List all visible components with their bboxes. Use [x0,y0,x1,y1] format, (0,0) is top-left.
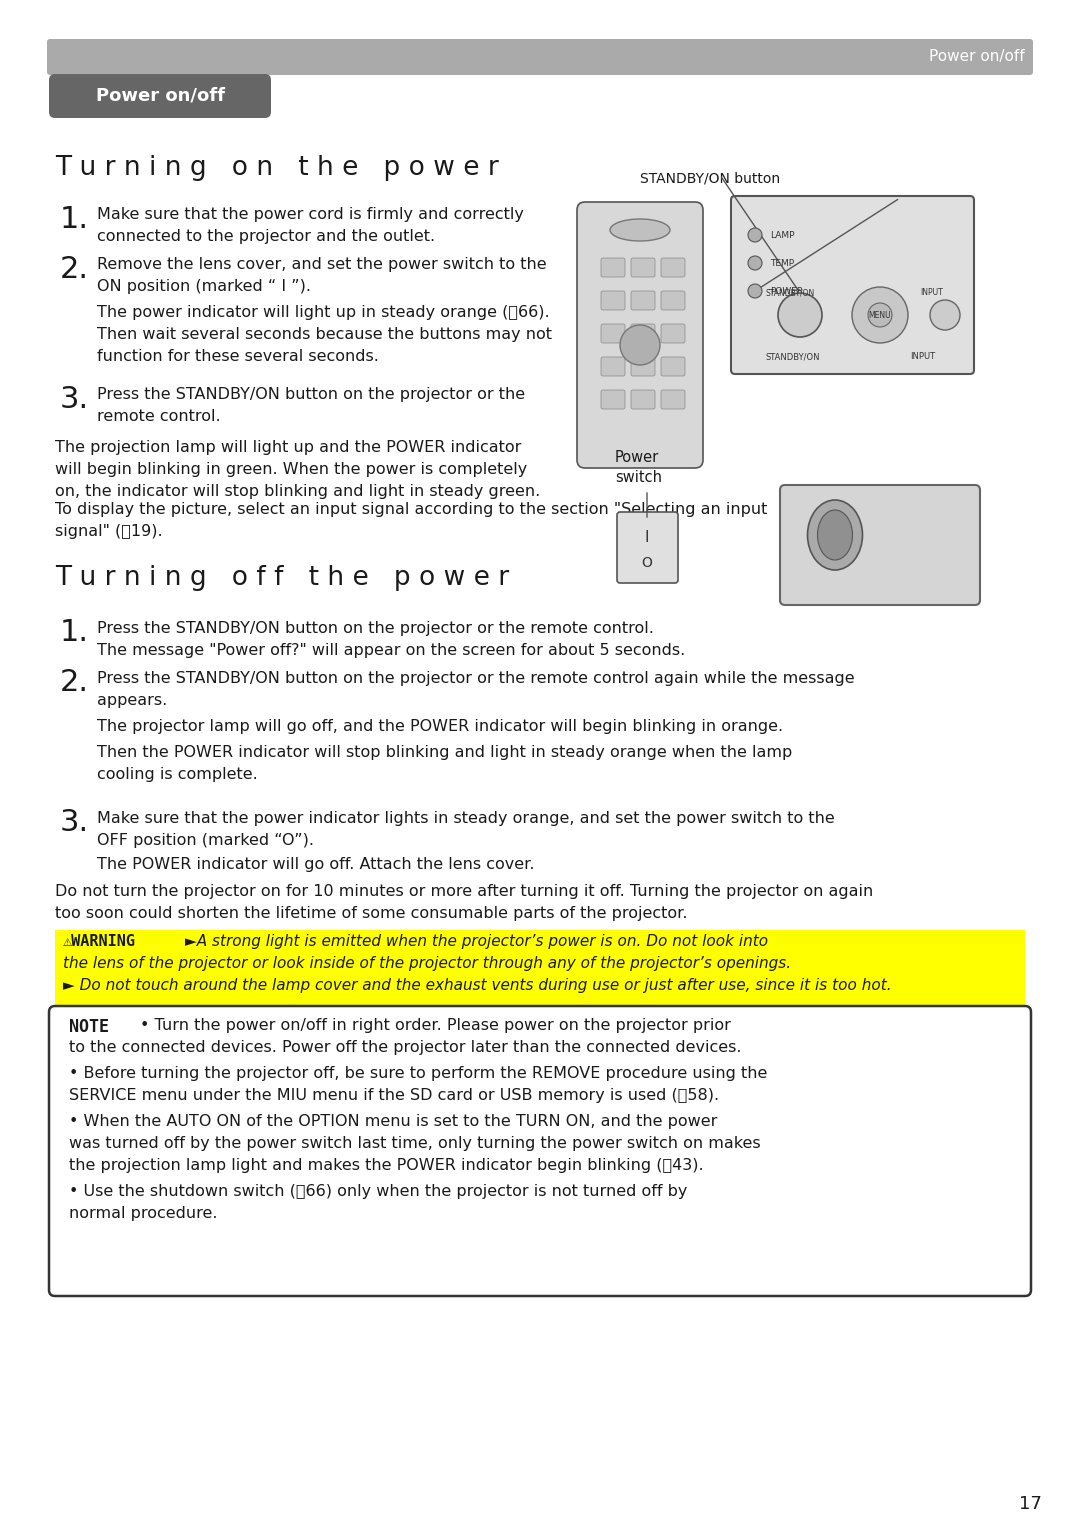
Text: LAMP: LAMP [770,230,795,239]
FancyBboxPatch shape [577,202,703,467]
Circle shape [852,286,908,343]
Text: SERVICE menu under the MIU menu if the SD card or USB memory is used (📖︎58).: SERVICE menu under the MIU menu if the S… [69,1088,719,1103]
Circle shape [930,300,960,329]
Text: to the connected devices. Power off the projector later than the connected devic: to the connected devices. Power off the … [69,1040,742,1056]
Text: was turned off by the power switch last time, only turning the power switch on m: was turned off by the power switch last … [69,1137,760,1151]
FancyBboxPatch shape [600,323,625,343]
Text: switch: switch [615,470,662,486]
Text: cooling is complete.: cooling is complete. [97,768,258,781]
FancyBboxPatch shape [631,357,654,375]
Text: function for these several seconds.: function for these several seconds. [97,349,379,365]
Text: ►A strong light is emitted when the projector’s power is on. Do not look into: ►A strong light is emitted when the proj… [185,935,768,948]
Text: • When the AUTO ON of the OPTION menu is set to the TURN ON, and the power: • When the AUTO ON of the OPTION menu is… [69,1114,717,1129]
Text: too soon could shorten the lifetime of some consumable parts of the projector.: too soon could shorten the lifetime of s… [55,905,688,921]
Text: 17: 17 [1018,1495,1041,1514]
Text: 1.: 1. [60,617,89,647]
Circle shape [620,325,660,365]
Ellipse shape [808,499,863,570]
Text: Make sure that the power cord is firmly and correctly: Make sure that the power cord is firmly … [97,207,524,222]
Text: STANDBY/ON: STANDBY/ON [765,288,814,297]
FancyBboxPatch shape [661,323,685,343]
Text: • Use the shutdown switch (📖︎66) only when the projector is not turned off by: • Use the shutdown switch (📖︎66) only wh… [69,1184,687,1200]
FancyBboxPatch shape [600,357,625,375]
Text: POWER: POWER [770,286,804,296]
FancyBboxPatch shape [631,257,654,277]
Text: The power indicator will light up in steady orange (📖︎66).: The power indicator will light up in ste… [97,305,550,320]
Text: ⚠WARNING: ⚠WARNING [63,935,136,948]
Circle shape [778,293,822,337]
FancyBboxPatch shape [600,391,625,409]
Text: connected to the projector and the outlet.: connected to the projector and the outle… [97,228,435,244]
Text: will begin blinking in green. When the power is completely: will begin blinking in green. When the p… [55,463,527,476]
Text: Power: Power [615,450,659,466]
Text: T u r n i n g   o f f   t h e   p o w e r: T u r n i n g o f f t h e p o w e r [55,565,509,591]
Ellipse shape [610,219,670,241]
FancyBboxPatch shape [600,257,625,277]
Text: the lens of the projector or look inside of the projector through any of the pro: the lens of the projector or look inside… [63,956,792,971]
Text: The projector lamp will go off, and the POWER indicator will begin blinking in o: The projector lamp will go off, and the … [97,719,783,734]
FancyBboxPatch shape [731,196,974,374]
Text: Press the STANDBY/ON button on the projector or the: Press the STANDBY/ON button on the proje… [97,388,525,401]
Circle shape [868,303,892,326]
Text: MENU: MENU [868,311,891,320]
Text: TEMP: TEMP [770,259,794,268]
FancyBboxPatch shape [780,486,980,605]
Text: Remove the lens cover, and set the power switch to the: Remove the lens cover, and set the power… [97,257,546,273]
Text: T u r n i n g   o n   t h e   p o w e r: T u r n i n g o n t h e p o w e r [55,155,499,181]
FancyBboxPatch shape [661,357,685,375]
Text: signal" (📖︎19).: signal" (📖︎19). [55,524,163,539]
Circle shape [748,256,762,270]
FancyBboxPatch shape [600,291,625,309]
Ellipse shape [818,510,852,561]
Text: • Before turning the projector off, be sure to perform the REMOVE procedure usin: • Before turning the projector off, be s… [69,1066,768,1082]
Text: 3.: 3. [60,385,90,414]
Text: POWER indicator: POWER indicator [730,195,847,208]
Text: STANDBY/ON: STANDBY/ON [765,352,820,362]
FancyBboxPatch shape [631,291,654,309]
Circle shape [748,283,762,299]
Text: INPUT: INPUT [910,352,935,362]
FancyBboxPatch shape [631,323,654,343]
Text: Press the STANDBY/ON button on the projector or the remote control.: Press the STANDBY/ON button on the proje… [97,620,653,636]
FancyBboxPatch shape [617,512,678,584]
Text: normal procedure.: normal procedure. [69,1206,217,1221]
Text: appears.: appears. [97,692,167,708]
Text: INPUT: INPUT [920,288,943,297]
Text: 2.: 2. [60,668,89,697]
Circle shape [748,228,762,242]
Text: Power on/off: Power on/off [95,87,225,106]
Text: 1.: 1. [60,205,89,234]
Text: ► Do not touch around the lamp cover and the exhaust vents during use or just af: ► Do not touch around the lamp cover and… [63,977,892,993]
Text: 2.: 2. [60,254,89,283]
Text: Then wait several seconds because the buttons may not: Then wait several seconds because the bu… [97,326,552,342]
Text: the projection lamp light and makes the POWER indicator begin blinking (📖︎43).: the projection lamp light and makes the … [69,1158,704,1174]
Text: remote control.: remote control. [97,409,220,424]
Text: To display the picture, select an input signal according to the section "Selecti: To display the picture, select an input … [55,502,768,516]
FancyBboxPatch shape [49,1007,1031,1296]
Text: 3.: 3. [60,807,90,836]
Text: O: O [642,556,652,570]
FancyBboxPatch shape [661,291,685,309]
Text: The projection lamp will light up and the POWER indicator: The projection lamp will light up and th… [55,440,522,455]
FancyBboxPatch shape [631,391,654,409]
FancyBboxPatch shape [661,391,685,409]
Text: The POWER indicator will go off. Attach the lens cover.: The POWER indicator will go off. Attach … [97,856,535,872]
Text: Then the POWER indicator will stop blinking and light in steady orange when the : Then the POWER indicator will stop blink… [97,745,793,760]
Text: NOTE: NOTE [69,1017,109,1036]
Bar [55,930,1025,1005]
FancyBboxPatch shape [49,74,271,118]
Text: Press the STANDBY/ON button on the projector or the remote control again while t: Press the STANDBY/ON button on the proje… [97,671,854,686]
Text: The message "Power off?" will appear on the screen for about 5 seconds.: The message "Power off?" will appear on … [97,643,685,659]
Text: Do not turn the projector on for 10 minutes or more after turning it off. Turnin: Do not turn the projector on for 10 minu… [55,884,874,899]
Text: Power on/off: Power on/off [930,49,1025,64]
FancyBboxPatch shape [48,38,1032,75]
Text: Make sure that the power indicator lights in steady orange, and set the power sw: Make sure that the power indicator light… [97,810,835,826]
Text: on, the indicator will stop blinking and light in steady green.: on, the indicator will stop blinking and… [55,484,540,499]
Text: • Turn the power on/off in right order. Please power on the projector prior: • Turn the power on/off in right order. … [140,1017,731,1033]
Text: STANDBY/ON button: STANDBY/ON button [640,172,780,185]
Text: OFF position (marked “O”).: OFF position (marked “O”). [97,833,314,849]
Text: I: I [645,530,649,545]
FancyBboxPatch shape [661,257,685,277]
Text: ON position (marked “ I ”).: ON position (marked “ I ”). [97,279,311,294]
